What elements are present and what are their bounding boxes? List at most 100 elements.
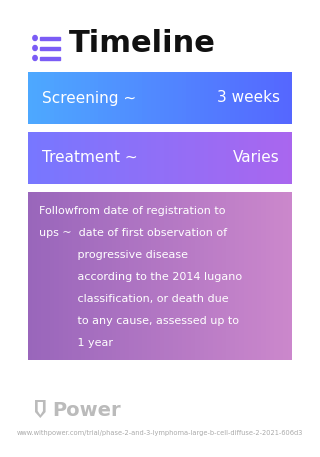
- Bar: [230, 72, 235, 124]
- Bar: [54, 132, 59, 184]
- Bar: [187, 72, 191, 124]
- Bar: [142, 192, 147, 360]
- Bar: [129, 72, 134, 124]
- Bar: [208, 132, 213, 184]
- Text: according to the 2014 lugano: according to the 2014 lugano: [38, 272, 242, 282]
- Bar: [222, 132, 227, 184]
- Bar: [160, 192, 165, 360]
- Bar: [195, 132, 200, 184]
- Bar: [270, 72, 275, 124]
- Bar: [45, 132, 51, 184]
- Bar: [182, 192, 187, 360]
- Bar: [54, 192, 59, 360]
- Bar: [173, 132, 178, 184]
- Bar: [266, 72, 270, 124]
- Bar: [217, 72, 222, 124]
- Bar: [239, 132, 244, 184]
- Bar: [178, 132, 182, 184]
- Bar: [288, 192, 292, 360]
- Bar: [213, 132, 218, 184]
- Bar: [85, 72, 90, 124]
- Bar: [28, 132, 33, 184]
- Bar: [182, 132, 187, 184]
- Bar: [50, 132, 55, 184]
- Bar: [195, 192, 200, 360]
- Bar: [41, 192, 46, 360]
- Text: progressive disease: progressive disease: [38, 250, 188, 260]
- Bar: [32, 72, 37, 124]
- Bar: [94, 192, 99, 360]
- Bar: [160, 72, 165, 124]
- Bar: [63, 132, 68, 184]
- Bar: [156, 132, 160, 184]
- Bar: [164, 72, 169, 124]
- Bar: [28, 192, 33, 360]
- Bar: [160, 132, 165, 184]
- Bar: [72, 192, 77, 360]
- Text: Timeline: Timeline: [68, 28, 215, 58]
- Bar: [248, 192, 253, 360]
- Bar: [54, 72, 59, 124]
- Bar: [283, 192, 288, 360]
- Text: classification, or death due: classification, or death due: [38, 294, 228, 304]
- Bar: [200, 132, 204, 184]
- Bar: [133, 132, 139, 184]
- Bar: [72, 72, 77, 124]
- Bar: [68, 132, 72, 184]
- Bar: [63, 72, 68, 124]
- Bar: [252, 132, 257, 184]
- Bar: [288, 132, 292, 184]
- Bar: [129, 192, 134, 360]
- Bar: [169, 72, 174, 124]
- Text: ups ~  date of first observation of: ups ~ date of first observation of: [38, 228, 227, 238]
- Bar: [45, 192, 51, 360]
- Bar: [222, 72, 227, 124]
- Text: Screening ~: Screening ~: [42, 90, 136, 106]
- Bar: [204, 72, 209, 124]
- Bar: [235, 192, 240, 360]
- Bar: [45, 72, 51, 124]
- Circle shape: [33, 46, 37, 51]
- Bar: [270, 192, 275, 360]
- Bar: [138, 72, 143, 124]
- Bar: [244, 132, 248, 184]
- Bar: [120, 132, 125, 184]
- Bar: [230, 192, 235, 360]
- Bar: [142, 132, 147, 184]
- Bar: [41, 132, 46, 184]
- Bar: [275, 192, 279, 360]
- Bar: [191, 192, 196, 360]
- Bar: [169, 192, 174, 360]
- Bar: [129, 132, 134, 184]
- Bar: [76, 132, 81, 184]
- Bar: [191, 132, 196, 184]
- Bar: [98, 192, 103, 360]
- Polygon shape: [38, 402, 43, 415]
- Bar: [32, 192, 37, 360]
- Bar: [178, 72, 182, 124]
- Bar: [275, 132, 279, 184]
- Bar: [103, 72, 108, 124]
- Bar: [261, 72, 266, 124]
- Bar: [257, 72, 262, 124]
- Bar: [147, 192, 152, 360]
- Bar: [226, 72, 231, 124]
- Bar: [90, 132, 94, 184]
- Bar: [200, 72, 204, 124]
- Bar: [195, 72, 200, 124]
- Bar: [50, 192, 55, 360]
- Bar: [151, 192, 156, 360]
- Bar: [133, 192, 139, 360]
- Bar: [59, 132, 64, 184]
- Bar: [85, 192, 90, 360]
- Bar: [156, 72, 160, 124]
- Bar: [248, 72, 253, 124]
- Bar: [156, 192, 160, 360]
- Bar: [226, 192, 231, 360]
- Bar: [142, 72, 147, 124]
- Bar: [191, 72, 196, 124]
- Bar: [125, 72, 130, 124]
- Bar: [266, 132, 270, 184]
- Bar: [107, 132, 112, 184]
- Bar: [103, 132, 108, 184]
